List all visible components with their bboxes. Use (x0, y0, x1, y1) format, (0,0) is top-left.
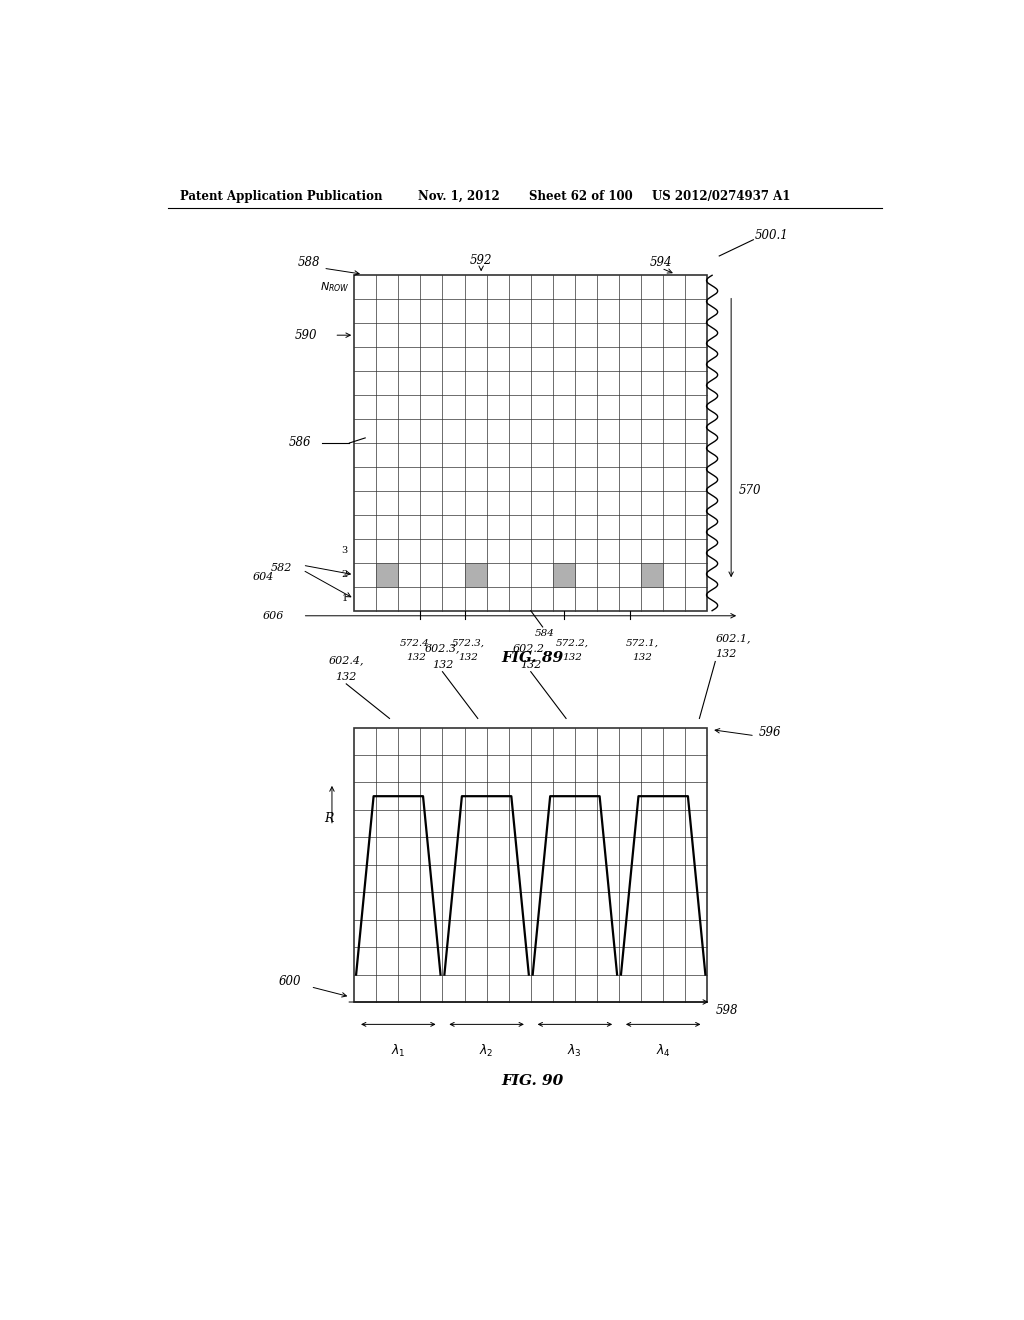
Bar (553, 562, 574, 586)
Text: 132: 132 (632, 653, 652, 663)
Bar (376, 562, 398, 586)
Bar (641, 562, 664, 586)
Text: 500.1: 500.1 (755, 230, 788, 242)
Text: $N_{ROW}$: $N_{ROW}$ (321, 280, 350, 294)
Text: 572.1,: 572.1, (626, 639, 658, 648)
Text: 594: 594 (650, 256, 673, 268)
Text: 1: 1 (342, 594, 348, 603)
Text: $\lambda_3$: $\lambda_3$ (567, 1043, 583, 1059)
Text: 582: 582 (270, 562, 292, 573)
Text: 592: 592 (470, 253, 493, 267)
Text: 598: 598 (715, 1003, 737, 1016)
Text: 604: 604 (253, 572, 274, 582)
Text: 132: 132 (459, 653, 478, 663)
Bar (354, 276, 708, 611)
Text: 572.2,: 572.2, (555, 639, 589, 648)
Text: 602.4,: 602.4, (329, 656, 364, 665)
Text: R: R (324, 812, 334, 825)
Bar (465, 562, 486, 586)
Text: 132: 132 (336, 672, 357, 682)
Text: 2: 2 (342, 570, 348, 579)
Text: Sheet 62 of 100: Sheet 62 of 100 (528, 190, 633, 202)
Text: 606: 606 (263, 611, 285, 620)
Text: 572.4,: 572.4, (400, 639, 433, 648)
Text: US 2012/0274937 A1: US 2012/0274937 A1 (652, 190, 791, 202)
Text: 600: 600 (279, 975, 301, 989)
Text: FIG. 90: FIG. 90 (502, 1074, 564, 1088)
Text: FIG. 89: FIG. 89 (502, 652, 564, 665)
Text: 602.1,: 602.1, (715, 634, 751, 643)
Text: $\lambda_2$: $\lambda_2$ (479, 1043, 494, 1059)
Text: 602.2,: 602.2, (513, 643, 549, 653)
Text: 572.3,: 572.3, (452, 639, 485, 648)
Text: 602.3,: 602.3, (425, 643, 460, 653)
Text: 590: 590 (295, 329, 317, 342)
Text: 586: 586 (289, 437, 311, 450)
Text: 3: 3 (342, 546, 348, 556)
Text: 570: 570 (739, 484, 762, 498)
Text: $\lambda_1$: $\lambda_1$ (391, 1043, 406, 1059)
Text: 584: 584 (536, 630, 555, 638)
Text: Patent Application Publication: Patent Application Publication (179, 190, 382, 202)
Text: 588: 588 (298, 256, 321, 268)
Text: 132: 132 (562, 653, 582, 663)
Text: 132: 132 (715, 649, 736, 660)
Text: $\lambda_4$: $\lambda_4$ (655, 1043, 671, 1059)
Text: 132: 132 (432, 660, 454, 669)
Text: 596: 596 (759, 726, 781, 739)
Text: 132: 132 (407, 653, 426, 663)
Text: Nov. 1, 2012: Nov. 1, 2012 (418, 190, 500, 202)
Bar (354, 727, 708, 1002)
Text: 132: 132 (520, 660, 542, 669)
